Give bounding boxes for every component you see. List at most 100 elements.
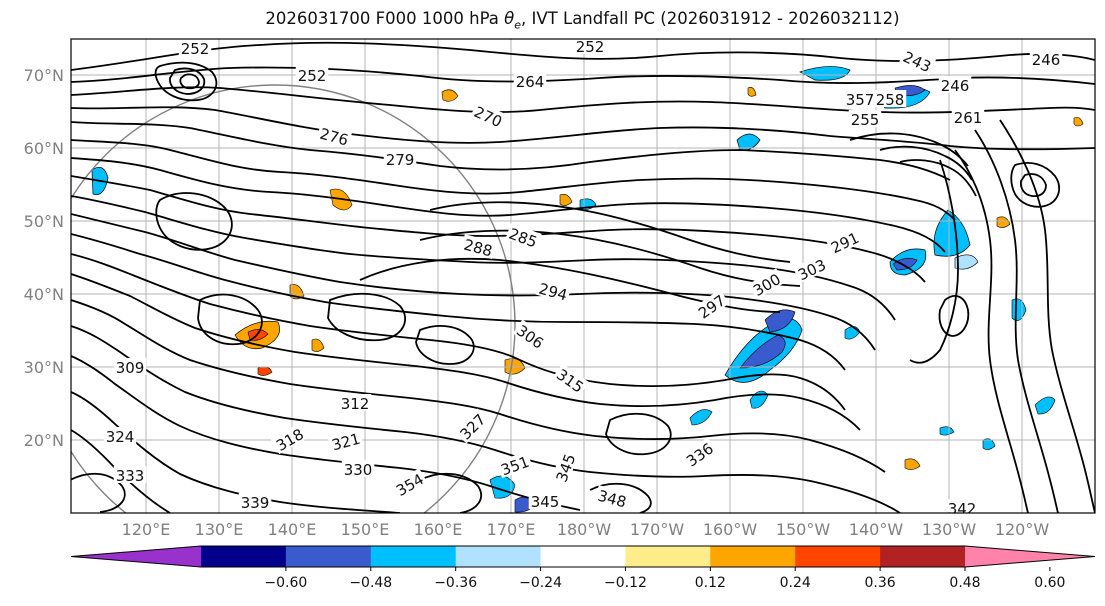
contour-label-background: [113, 466, 147, 483]
contour-label-background: [178, 39, 212, 56]
contour-label-background: [843, 90, 877, 107]
colorbar-tick-label: 0.48: [949, 575, 980, 591]
latitude-label: 60°N: [24, 139, 64, 158]
contour-line: [419, 472, 482, 513]
ivt-blob-negative: [892, 257, 918, 271]
longitude-label: 160°E: [414, 520, 463, 539]
contour-label-background: [573, 39, 607, 54]
longitude-label: 130°E: [195, 520, 244, 539]
contour-label-background: [338, 394, 372, 411]
longitude-label: 150°E: [341, 520, 390, 539]
contour-label-background: [341, 460, 375, 477]
colorbar-tick-label: −0.24: [519, 575, 562, 591]
contour-line: [71, 157, 946, 253]
colorbar-tick-label: 0.24: [780, 575, 811, 591]
contour-line: [71, 121, 951, 181]
ivt-blob-positive: [747, 87, 757, 97]
contour-value-label: 324: [106, 428, 135, 446]
longitude-label: 150°W: [776, 520, 831, 539]
contour-label: 252: [573, 38, 607, 56]
contour-value-label: 342: [948, 500, 977, 518]
contour-value-label: 261: [954, 109, 983, 127]
contour-line: [849, 132, 969, 167]
contour-line: [1010, 162, 1061, 208]
contour-label: 264: [513, 72, 547, 91]
contour-line: [154, 61, 218, 102]
contour-line: [169, 67, 206, 95]
colorbar-segment: [880, 546, 966, 567]
longitude-label: 170°W: [630, 520, 685, 539]
longitude-label: 140°E: [268, 520, 317, 539]
contour-label-background: [496, 451, 533, 479]
contour-label-background: [747, 268, 785, 300]
contour-label-background: [103, 427, 137, 444]
contour-label: 345: [528, 492, 562, 511]
contour-line: [327, 292, 406, 342]
contour-label-background: [512, 319, 550, 353]
latitude-label: 30°N: [24, 358, 64, 377]
contour-label-background: [938, 76, 972, 93]
contour-value-label: 246: [941, 77, 970, 95]
contour-label: 261: [951, 108, 985, 127]
contour-label-background: [951, 108, 985, 125]
longitude-label: 120°E: [122, 520, 171, 539]
contour-label-background: [454, 408, 490, 444]
colorbar-segment: [201, 546, 287, 567]
contour-label-background: [680, 437, 718, 471]
colorbar-tick-label: −0.36: [434, 575, 477, 591]
ivt-blob-positive: [504, 358, 526, 375]
contour-value-label: 264: [516, 73, 545, 91]
colorbar-segment: [540, 546, 626, 567]
contour-label: 252: [178, 39, 212, 58]
contour-line: [71, 213, 876, 351]
contour-label: 309: [113, 358, 147, 377]
contour-label: 339: [238, 493, 272, 512]
contour-value-label: 246: [1032, 51, 1061, 69]
contour-label: 330: [341, 460, 375, 479]
contour-line: [71, 355, 581, 511]
ivt-blob-negative: [689, 409, 713, 426]
ivt-blob-positive: [1073, 116, 1084, 127]
contour-label-background: [270, 423, 308, 455]
contour-label-background: [594, 485, 631, 510]
longitude-label: 180°W: [557, 520, 612, 539]
latitude-label: 70°N: [24, 66, 64, 85]
contour-line: [179, 73, 200, 90]
contour-value-label: 345: [531, 493, 560, 511]
longitude-label: 130°W: [922, 520, 977, 539]
longitude-label: 160°W: [703, 520, 758, 539]
contour-label-background: [1029, 50, 1063, 67]
contour-label-background: [793, 254, 830, 284]
ivt-blob-negative: [739, 334, 786, 369]
contour-label-background: [551, 449, 579, 486]
contour-line: [71, 391, 401, 513]
colorbar-segment: [795, 546, 881, 567]
contour-value-label: 252: [576, 38, 605, 56]
contour-label: 258: [873, 90, 907, 109]
longitude-label: 170°E: [487, 520, 536, 539]
contour-line: [589, 482, 652, 513]
colorbar-tick-label: −0.60: [264, 575, 307, 591]
map-title: 2026031700 F000 1000 hPa θe, IVT Landfal…: [0, 9, 1105, 31]
contour-label: 252: [295, 66, 329, 85]
colorbar-segment: [455, 546, 542, 567]
contour-label: 291: [826, 227, 863, 257]
contour-label: 279: [383, 150, 417, 169]
contour-label-background: [692, 289, 730, 323]
contour-line: [197, 293, 263, 346]
contour-label: 357: [843, 90, 877, 109]
contour-label-background: [238, 493, 272, 510]
contour-label: 255: [848, 110, 882, 129]
contour-value-label: 312: [341, 395, 370, 413]
title-theta-subscript: e: [514, 18, 522, 32]
title-suffix: , IVT Landfall PC (2026031912 - 20260321…: [521, 9, 900, 28]
contour-line: [71, 472, 126, 513]
ivt-blob-negative: [939, 426, 955, 436]
contour-label-background: [535, 278, 572, 303]
contour-line: [999, 119, 1095, 513]
longitude-label: 140°W: [849, 520, 904, 539]
colorbar-segment: [370, 546, 457, 567]
contour-value-label: 333: [116, 467, 145, 485]
contour-label-background: [899, 46, 936, 76]
